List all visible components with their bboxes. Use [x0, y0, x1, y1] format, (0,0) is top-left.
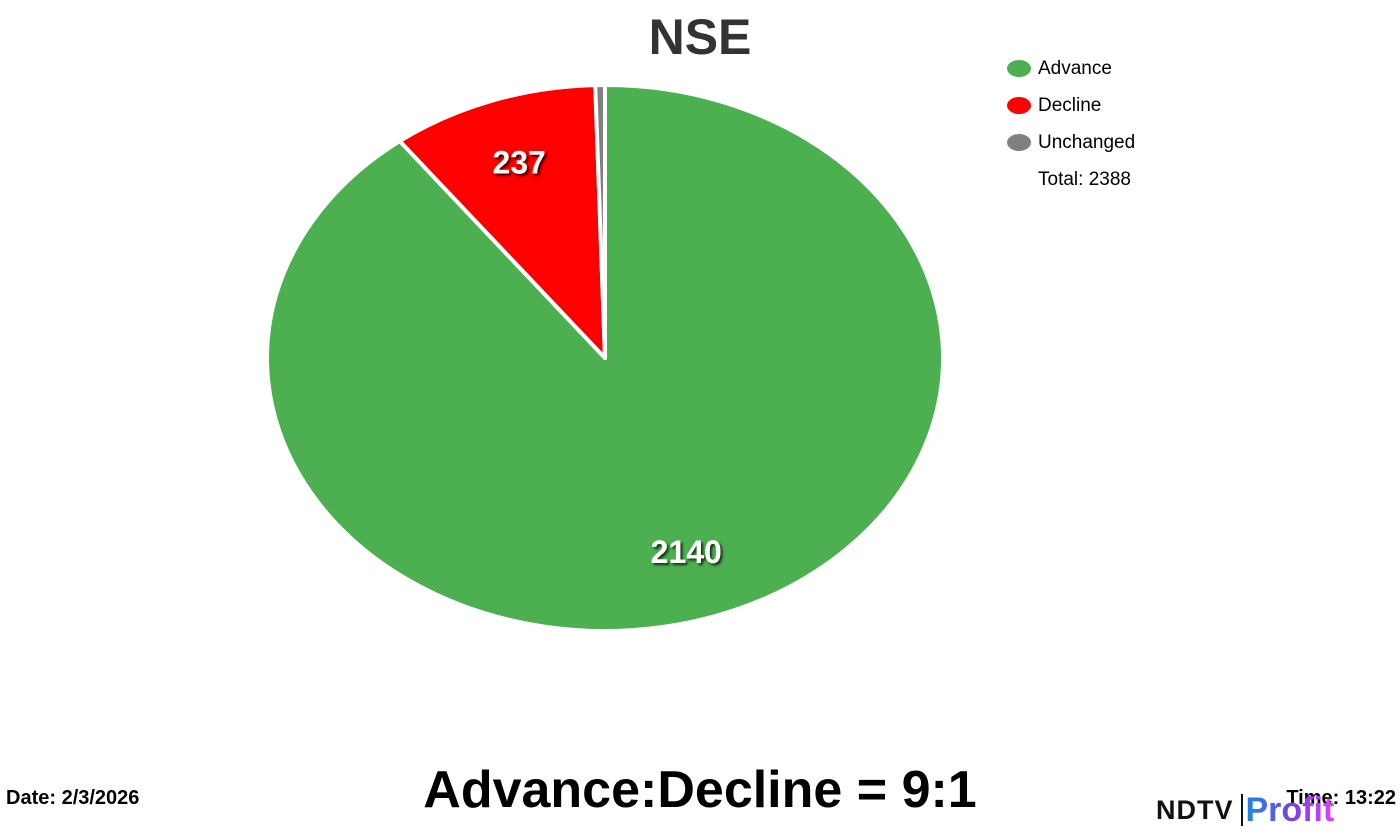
legend-label-advance: Advance — [1038, 57, 1112, 79]
chart-title: NSE — [648, 9, 752, 65]
ndtv-profit-logo: NDTV Profit — [1156, 790, 1334, 830]
pie-label-advance: 2140 — [651, 534, 722, 570]
logo-divider — [1240, 794, 1243, 826]
legend-item-unchanged: Unchanged — [1007, 124, 1135, 161]
legend-total: Total: 2388 — [1038, 168, 1131, 190]
legend-label-decline: Decline — [1038, 94, 1102, 116]
logo-brand: NDTV — [1156, 794, 1238, 826]
advance-decline-ratio: Advance:Decline = 9:1 — [423, 761, 977, 819]
pie-slice-unchanged — [593, 83, 607, 360]
footer-time: Time: 13:22 — [1286, 787, 1396, 809]
legend-item-decline: Decline — [1007, 87, 1135, 124]
legend-swatch-advance — [1007, 60, 1031, 77]
legend-item-advance: Advance — [1007, 50, 1135, 87]
footer-date: Date: 2/3/2026 — [6, 787, 140, 809]
pie-slice-decline — [397, 83, 607, 360]
legend-swatch-unchanged — [1007, 134, 1031, 151]
legend-swatch-decline — [1007, 97, 1031, 114]
pie-chart: 2140 237 — [265, 83, 945, 633]
logo-product: Profit — [1245, 790, 1335, 829]
legend-label-unchanged: Unchanged — [1038, 131, 1136, 153]
pie-label-decline: 237 — [492, 144, 545, 180]
legend: Advance Decline Unchanged Total: 2388 — [1007, 50, 1135, 198]
